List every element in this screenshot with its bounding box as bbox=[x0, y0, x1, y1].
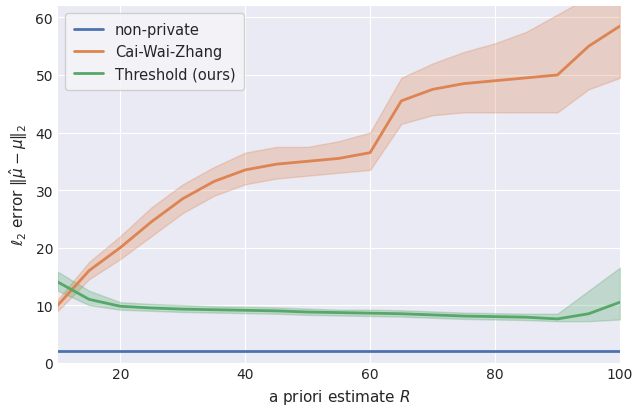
Cai-Wai-Zhang bbox=[179, 197, 187, 202]
Threshold (ours) bbox=[585, 311, 593, 316]
Threshold (ours) bbox=[148, 306, 156, 311]
Line: Threshold (ours): Threshold (ours) bbox=[58, 282, 620, 319]
Threshold (ours) bbox=[397, 311, 405, 316]
Threshold (ours) bbox=[179, 307, 187, 312]
Y-axis label: $\ell_2$ error $\|\hat{\mu} - \mu\|_2$: $\ell_2$ error $\|\hat{\mu} - \mu\|_2$ bbox=[7, 124, 30, 246]
Threshold (ours) bbox=[116, 304, 124, 309]
Threshold (ours) bbox=[366, 311, 374, 316]
Cai-Wai-Zhang bbox=[210, 180, 218, 185]
Threshold (ours) bbox=[304, 310, 312, 315]
Cai-Wai-Zhang bbox=[616, 24, 624, 29]
Cai-Wai-Zhang bbox=[148, 220, 156, 225]
Threshold (ours) bbox=[491, 314, 499, 319]
Cai-Wai-Zhang bbox=[460, 82, 468, 87]
Cai-Wai-Zhang bbox=[429, 88, 436, 93]
Threshold (ours) bbox=[335, 310, 343, 315]
Threshold (ours) bbox=[460, 314, 468, 319]
X-axis label: a priori estimate $R$: a priori estimate $R$ bbox=[268, 387, 410, 406]
Cai-Wai-Zhang bbox=[335, 157, 343, 161]
Threshold (ours) bbox=[210, 308, 218, 313]
Cai-Wai-Zhang bbox=[54, 303, 61, 308]
Threshold (ours) bbox=[273, 309, 280, 313]
Cai-Wai-Zhang bbox=[585, 45, 593, 50]
Threshold (ours) bbox=[241, 308, 249, 313]
Cai-Wai-Zhang bbox=[397, 99, 405, 104]
Legend: non-private, Cai-Wai-Zhang, Threshold (ours): non-private, Cai-Wai-Zhang, Threshold (o… bbox=[65, 14, 244, 91]
Cai-Wai-Zhang bbox=[491, 79, 499, 84]
Threshold (ours) bbox=[54, 280, 61, 285]
Cai-Wai-Zhang bbox=[273, 162, 280, 167]
Line: Cai-Wai-Zhang: Cai-Wai-Zhang bbox=[58, 27, 620, 305]
Cai-Wai-Zhang bbox=[116, 245, 124, 250]
non-private bbox=[0, 349, 6, 354]
Threshold (ours) bbox=[616, 300, 624, 305]
Cai-Wai-Zhang bbox=[554, 74, 561, 78]
Cai-Wai-Zhang bbox=[241, 168, 249, 173]
Threshold (ours) bbox=[554, 317, 561, 322]
Threshold (ours) bbox=[85, 297, 93, 302]
Threshold (ours) bbox=[429, 313, 436, 318]
Cai-Wai-Zhang bbox=[366, 151, 374, 156]
Cai-Wai-Zhang bbox=[85, 268, 93, 273]
Cai-Wai-Zhang bbox=[304, 159, 312, 164]
Threshold (ours) bbox=[522, 315, 530, 320]
Cai-Wai-Zhang bbox=[522, 76, 530, 81]
